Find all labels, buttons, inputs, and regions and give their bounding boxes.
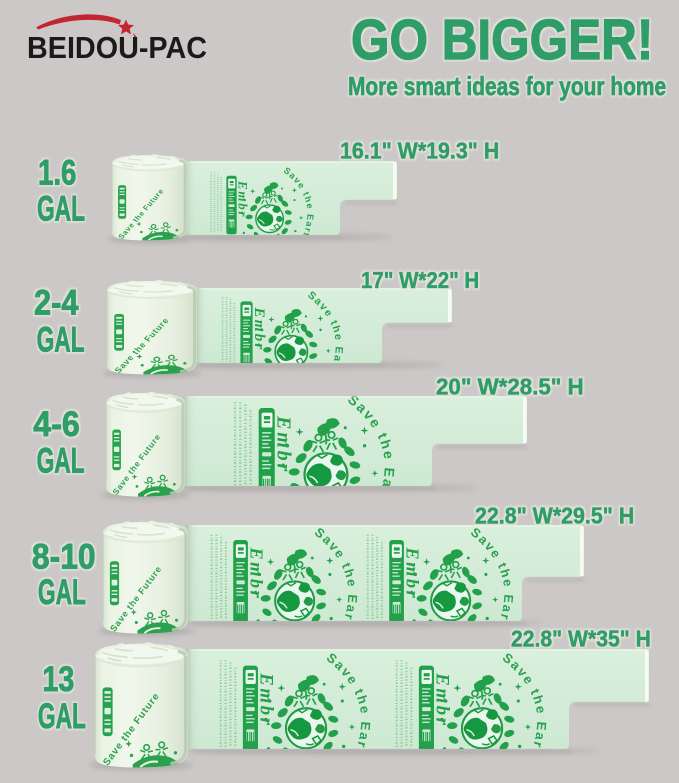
svg-text:8-10: 8-10	[32, 538, 96, 577]
svg-text:22.8" W*35" H: 22.8" W*35" H	[511, 625, 651, 651]
svg-text:20" W*28.5" H: 20" W*28.5" H	[436, 373, 584, 400]
svg-text:More smart ideas for your home: More smart ideas for your home	[348, 72, 666, 100]
svg-text:BEIDOU-PAC: BEIDOU-PAC	[27, 31, 207, 65]
svg-text:17" W*22" H: 17" W*22" H	[361, 267, 479, 294]
svg-text:GAL: GAL	[37, 441, 85, 480]
svg-text:GAL: GAL	[37, 189, 85, 228]
svg-text:GO BIGGER!: GO BIGGER!	[351, 9, 653, 72]
svg-text:22.8" W*29.5" H: 22.8" W*29.5" H	[475, 503, 634, 529]
svg-text:13: 13	[42, 659, 74, 698]
svg-text:2-4: 2-4	[34, 283, 79, 322]
svg-text:GAL: GAL	[38, 573, 86, 612]
svg-text:GAL: GAL	[38, 697, 86, 736]
svg-text:16.1" W*19.3" H: 16.1" W*19.3" H	[340, 138, 499, 164]
svg-text:4-6: 4-6	[33, 406, 80, 445]
svg-text:GAL: GAL	[37, 321, 85, 360]
svg-text:1.6: 1.6	[38, 152, 76, 192]
